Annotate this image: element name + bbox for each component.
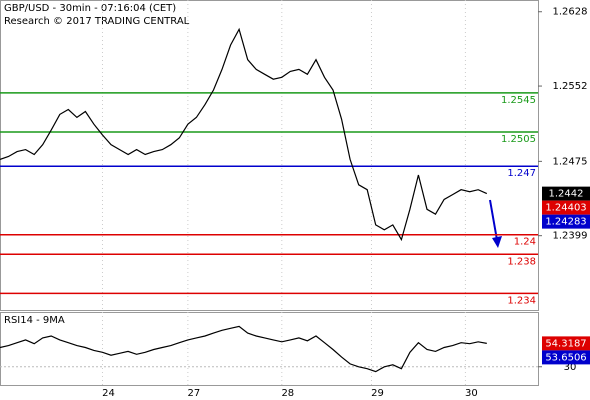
arrow <box>489 199 498 241</box>
level-label: 1.24 <box>514 237 536 248</box>
y-tick-label: 1.2552 <box>553 81 588 92</box>
price-line <box>0 325 487 373</box>
price-box <box>542 214 590 229</box>
y-tick-label: 1.2475 <box>553 156 588 167</box>
price-box <box>542 186 590 201</box>
price-box-label: 1.2442 <box>549 189 584 200</box>
price-line <box>0 27 488 242</box>
x-tick-label: 27 <box>188 388 201 399</box>
x-tick-label: 24 <box>102 388 115 399</box>
price-box-label: 1.24283 <box>545 217 586 228</box>
x-tick-label: 29 <box>371 388 384 399</box>
level-label: 1.234 <box>507 295 536 306</box>
level-label: 1.247 <box>507 168 536 179</box>
arrow-head <box>492 236 502 248</box>
rsi-panel <box>0 312 539 386</box>
price-box-label: 54.3187 <box>545 338 586 349</box>
y-tick-label: 30 <box>564 362 577 373</box>
y-tick-label: 1.2399 <box>553 231 588 242</box>
price-box-label: 53.6506 <box>545 352 586 363</box>
level-label: 1.2545 <box>501 95 536 106</box>
level-label: 1.2505 <box>501 134 536 145</box>
level-label: 1.238 <box>507 256 536 267</box>
price-box <box>542 350 590 365</box>
price-box <box>542 200 590 215</box>
chart-subtitle: Research © 2017 TRADING CENTRAL <box>4 16 190 27</box>
x-tick-label: 28 <box>281 388 294 399</box>
x-tick-label: 30 <box>465 388 478 399</box>
price-box <box>542 336 590 351</box>
price-box-label: 1.24403 <box>545 203 586 214</box>
price-panel <box>0 0 539 311</box>
y-tick-label: 1.2628 <box>553 7 588 18</box>
chart-title: GBP/USD - 30min - 07:16:04 (CET) <box>4 3 176 14</box>
rsi-title: RSI14 - 9MA <box>4 315 65 326</box>
